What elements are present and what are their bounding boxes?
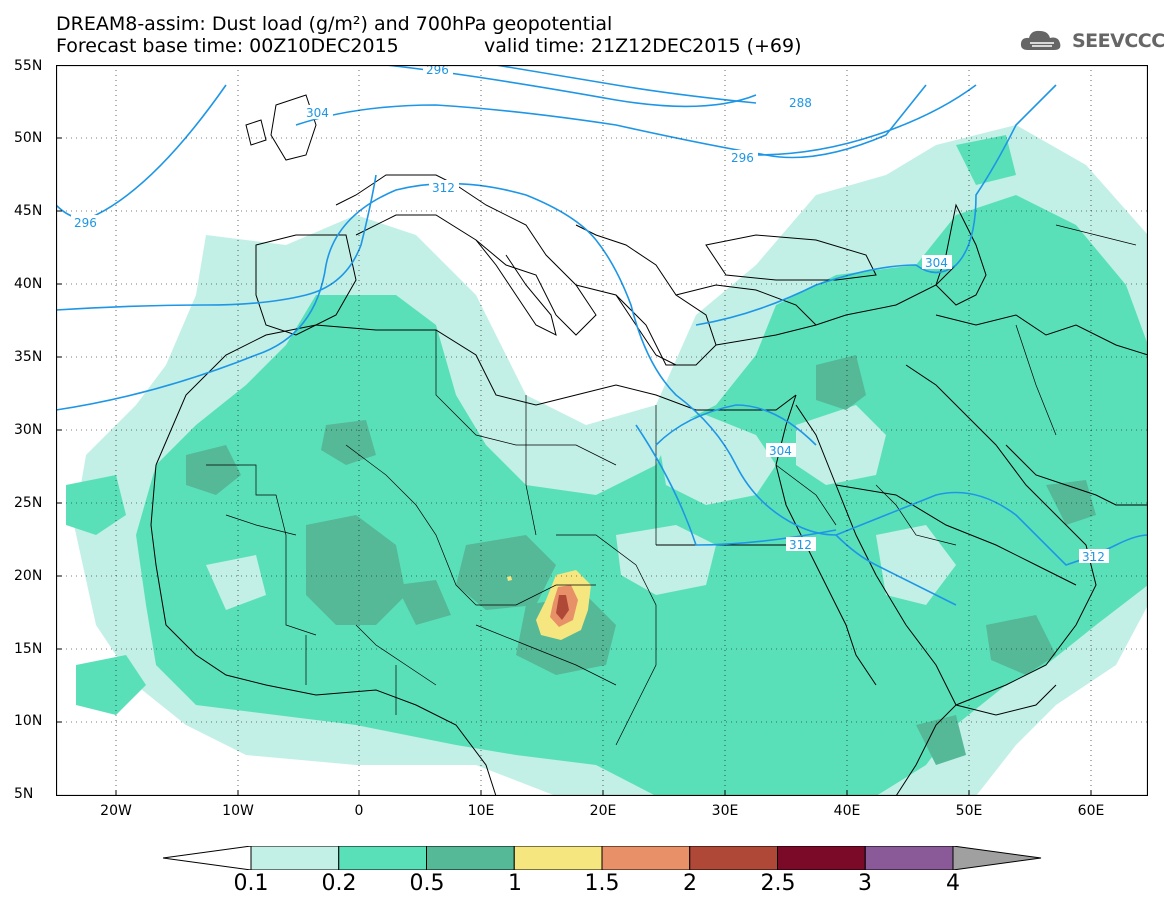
colorbar-cell [601,846,691,870]
lat-label: 55N [14,58,43,74]
lat-label: 15N [14,641,43,657]
colorbar-cell [689,846,778,870]
lon-label: 10W [222,803,254,819]
lon-label: 50E [955,803,983,819]
country-borders [206,224,1137,746]
colorbar-cell [338,846,427,870]
cloud-icon [1020,30,1061,50]
gridlines [56,65,1148,796]
dust-level-0-2 [66,135,1148,796]
axis-ticks [56,137,1092,796]
dust-level-1-dot [507,576,512,581]
contour-label: 304 [925,256,948,270]
logo-text: SEEVCCC [1072,30,1165,52]
seevccc-logo: SEEVCCC [1018,26,1165,56]
lon-label: 20W [100,803,132,819]
colorbar-label: 4 [946,871,960,896]
lat-label: 25N [14,495,43,511]
colorbar-label: 2 [683,871,697,896]
contour-label: 304 [306,106,329,120]
colorbar-cell [426,846,515,870]
valid-time: valid time: 21Z12DEC2015 (+69) [484,35,802,57]
dust-map: 296 288 296 304 312 296 304 304 312 312 [56,65,1148,796]
coastlines [150,94,1148,796]
colorbar-label: 0.5 [409,871,445,896]
forecast-base-time: Forecast base time: 00Z10DEC2015 [56,35,399,57]
colorbar-cells [250,846,954,870]
contour-label: 312 [1082,550,1105,564]
contour-label: 296 [74,216,97,230]
contour-label: 312 [789,538,812,552]
colorbar-cell [777,846,866,870]
lon-label: 20E [589,803,617,819]
lon-label: 40E [833,803,861,819]
colorbar-high-arrow [952,846,1042,870]
lon-label: 30E [711,803,739,819]
colorbar-label: 0.1 [233,871,269,896]
lat-label: 10N [14,713,43,729]
contour-labels: 296 288 296 304 312 296 304 304 312 312 [71,65,1109,564]
lat-label: 20N [14,568,43,584]
lat-label: 5N [14,786,34,802]
lon-label: 0 [354,803,364,819]
colorbar-low-arrow [163,846,252,870]
contour-label: 296 [426,65,449,77]
dust-level-2 [556,595,569,620]
colorbar-cell [864,846,954,870]
lat-label: 50N [14,130,43,146]
lat-label: 40N [14,276,43,292]
colorbar-cell [250,846,340,870]
contour-label: 296 [731,151,754,165]
lon-label: 10E [467,803,495,819]
lat-label: 35N [14,349,43,365]
colorbar-label: 1.5 [584,871,620,896]
colorbar-label: 2.5 [760,871,796,896]
colorbar-cell [513,846,603,870]
lat-label: 30N [14,422,43,438]
lon-label: 60E [1077,803,1105,819]
contour-label: 304 [769,444,792,458]
colorbar-label: 1 [508,871,522,896]
contour-label: 288 [789,96,812,110]
colorbar [163,846,1042,870]
colorbar-label: 0.2 [321,871,357,896]
contour-label: 312 [432,181,455,195]
colorbar-label: 3 [858,871,872,896]
lat-label: 45N [14,203,43,219]
chart-title: DREAM8-assim: Dust load (g/m²) and 700hP… [56,13,613,35]
